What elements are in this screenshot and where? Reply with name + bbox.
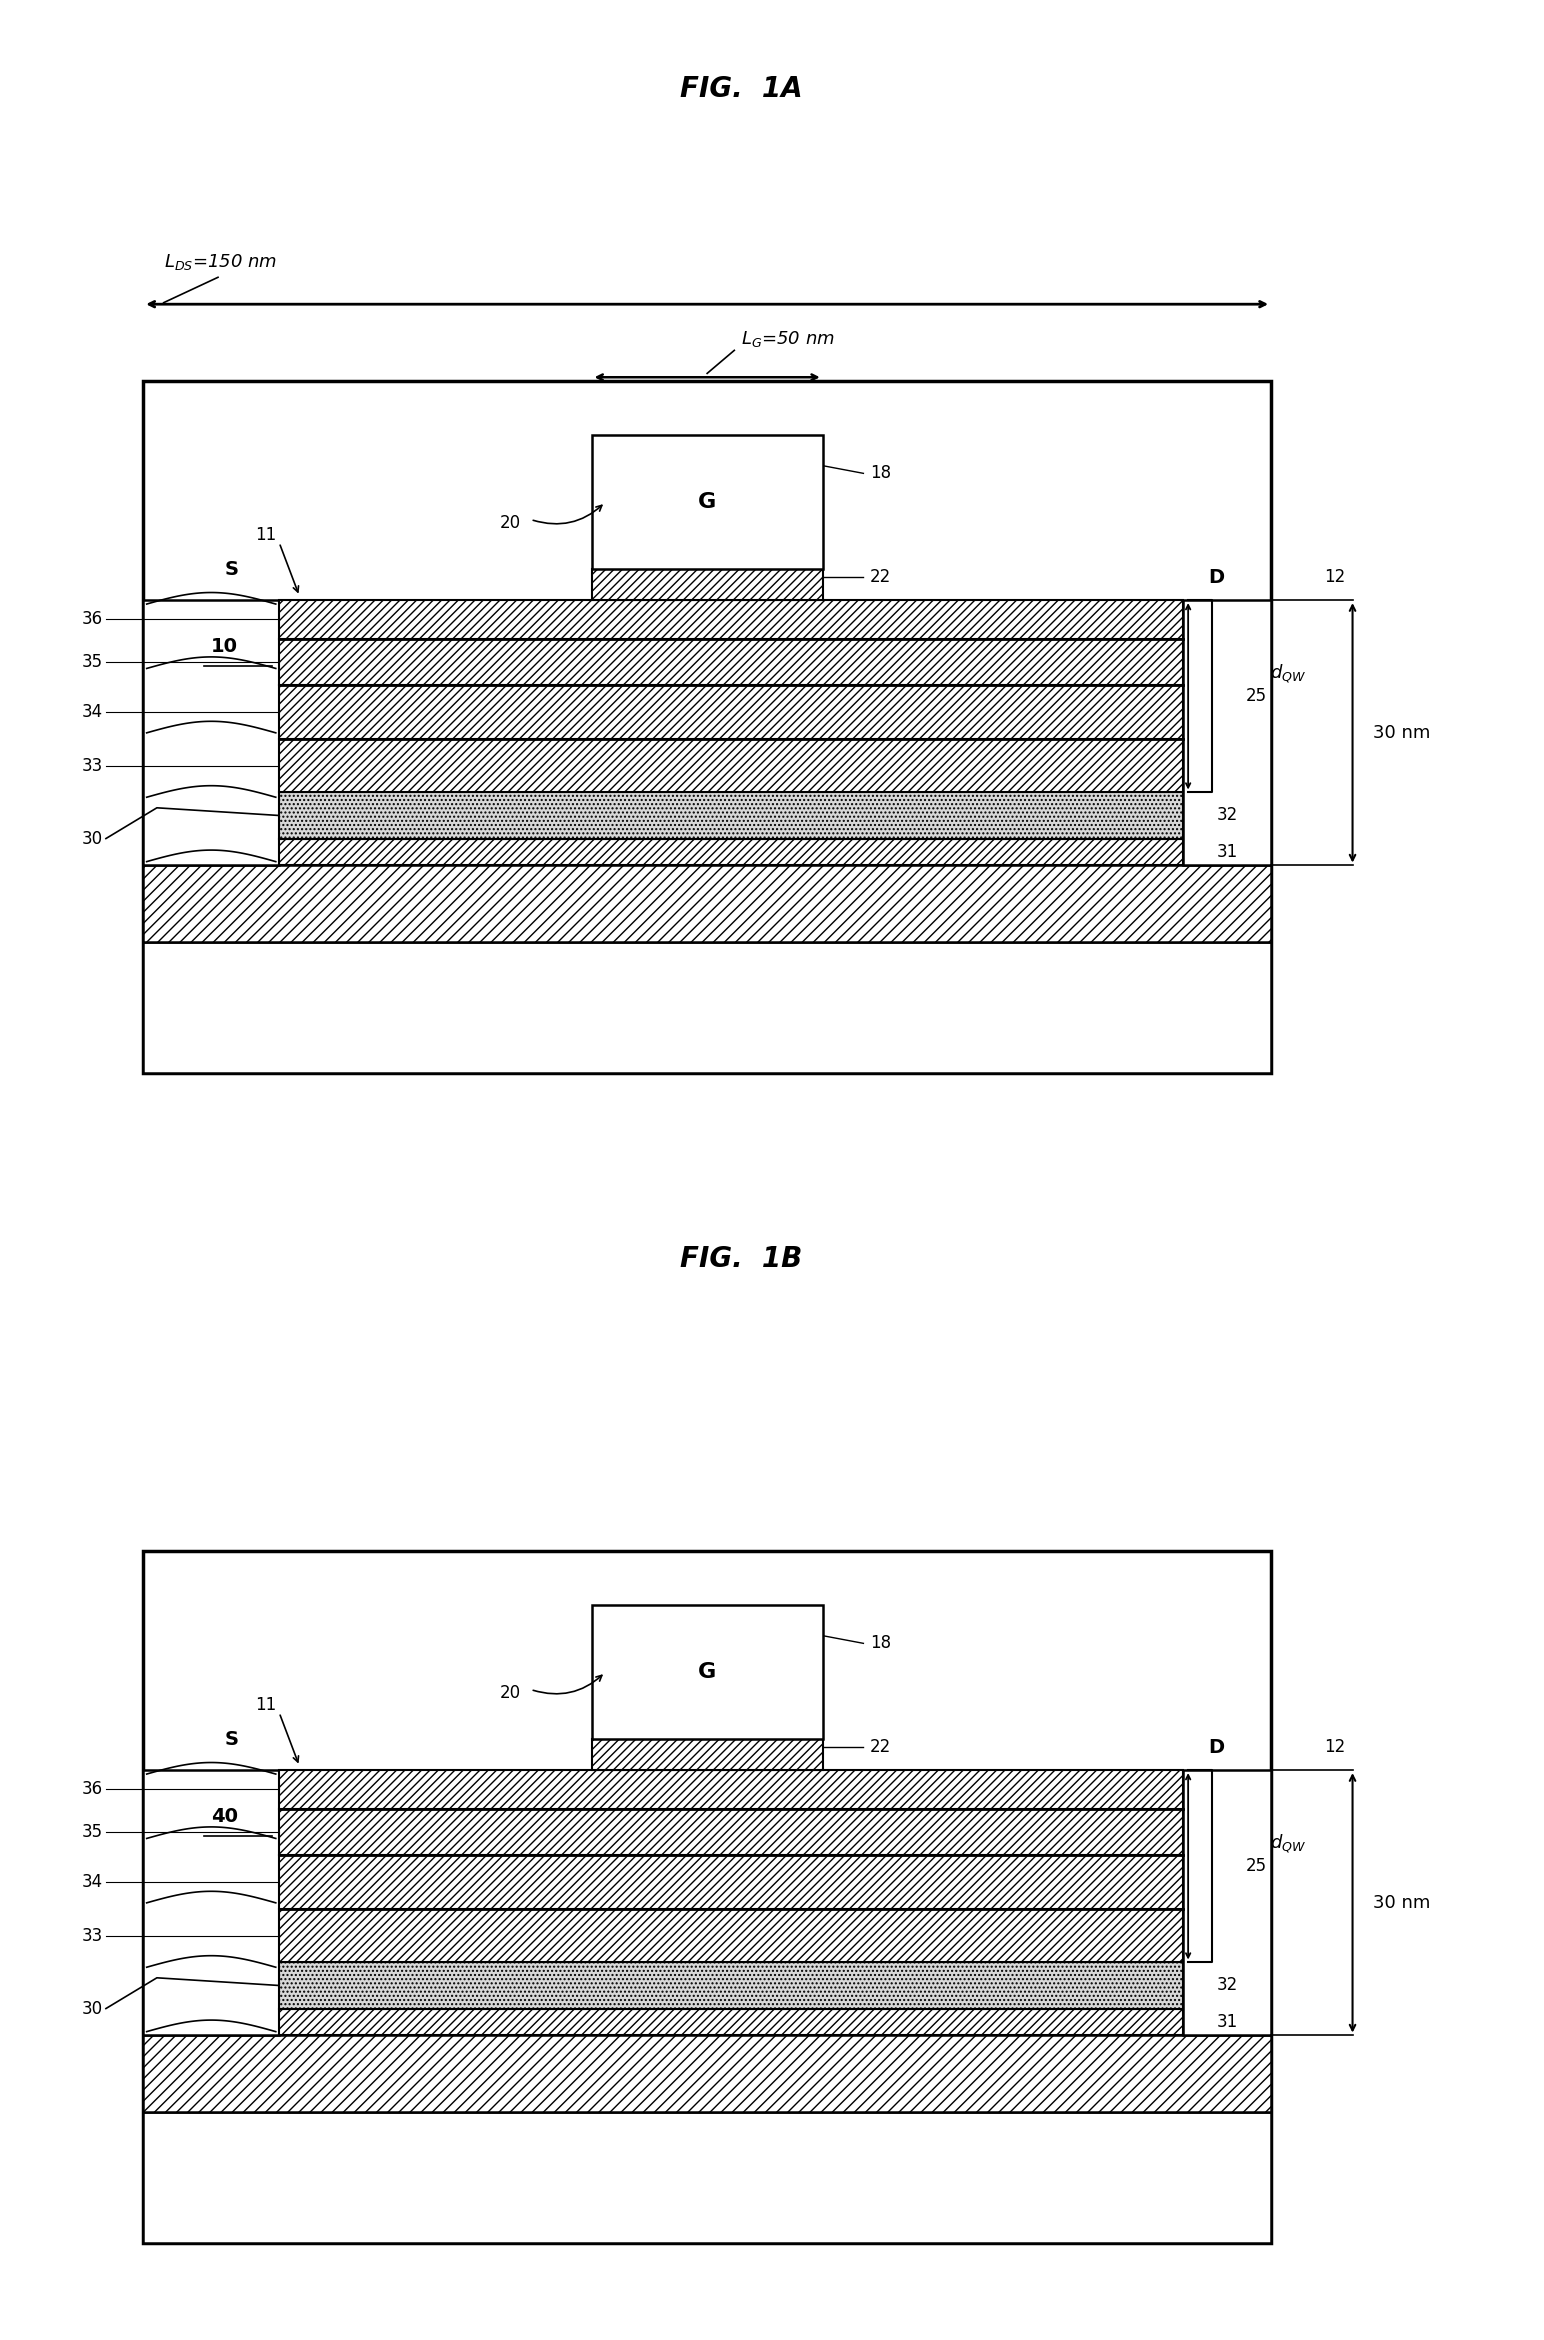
- Text: 22: 22: [871, 1739, 891, 1755]
- Bar: [591, 435, 823, 569]
- Text: G: G: [698, 491, 716, 512]
- Text: $d_{QW}$: $d_{QW}$: [1269, 662, 1306, 686]
- Text: 11: 11: [255, 1696, 276, 1713]
- Text: 36: 36: [82, 611, 102, 629]
- Text: 33: 33: [82, 1926, 102, 1945]
- Text: 30 nm: 30 nm: [1373, 1893, 1430, 1912]
- Text: FIG.  1A: FIG. 1A: [679, 75, 803, 103]
- Bar: [279, 1963, 1183, 2008]
- Text: D: D: [1209, 1739, 1224, 1757]
- Bar: [1183, 1769, 1271, 2036]
- Bar: [591, 1739, 823, 1769]
- Bar: [279, 838, 1183, 866]
- Bar: [591, 569, 823, 601]
- Bar: [1183, 601, 1271, 866]
- Text: 35: 35: [82, 653, 102, 672]
- Bar: [144, 381, 1271, 1074]
- Text: 20: 20: [500, 1685, 520, 1701]
- Text: 22: 22: [871, 569, 891, 585]
- Bar: [279, 1769, 1183, 1809]
- Bar: [144, 943, 1271, 1074]
- Text: 30 nm: 30 nm: [1373, 723, 1430, 742]
- Text: 34: 34: [82, 1872, 102, 1891]
- Bar: [144, 866, 1271, 943]
- Bar: [144, 2036, 1271, 2113]
- Text: 35: 35: [82, 1823, 102, 1842]
- Text: $d_{QW}$: $d_{QW}$: [1269, 1832, 1306, 1856]
- Text: 18: 18: [871, 1633, 891, 1652]
- Text: 32: 32: [1217, 807, 1238, 824]
- Text: 10: 10: [212, 636, 238, 655]
- Bar: [279, 686, 1183, 739]
- Text: 31: 31: [1217, 2012, 1238, 2031]
- Text: $L_{DS}$=150 nm: $L_{DS}$=150 nm: [164, 253, 276, 271]
- Bar: [279, 1909, 1183, 1963]
- Text: S: S: [224, 1729, 239, 1748]
- Bar: [144, 1769, 279, 2036]
- Text: $L_G$=50 nm: $L_G$=50 nm: [741, 330, 835, 349]
- Bar: [144, 1551, 1271, 2244]
- Bar: [144, 2113, 1271, 2244]
- Text: 18: 18: [871, 463, 891, 482]
- Text: 36: 36: [82, 1781, 102, 1799]
- Text: 12: 12: [1325, 1739, 1346, 1755]
- Text: G: G: [698, 1661, 716, 1682]
- Text: 30: 30: [82, 2001, 102, 2017]
- Text: 34: 34: [82, 702, 102, 721]
- Bar: [279, 1809, 1183, 1856]
- Text: 31: 31: [1217, 842, 1238, 861]
- Text: 33: 33: [82, 756, 102, 775]
- Bar: [279, 601, 1183, 639]
- Bar: [279, 1856, 1183, 1909]
- Text: 40: 40: [212, 1806, 238, 1825]
- Bar: [279, 639, 1183, 686]
- Bar: [144, 601, 279, 866]
- Bar: [279, 793, 1183, 838]
- Bar: [279, 739, 1183, 793]
- Text: 25: 25: [1246, 688, 1268, 704]
- Text: 30: 30: [82, 831, 102, 847]
- Bar: [591, 1605, 823, 1739]
- Text: 25: 25: [1246, 1858, 1268, 1874]
- Text: 20: 20: [500, 515, 520, 531]
- Text: FIG.  1B: FIG. 1B: [679, 1245, 803, 1273]
- Text: 12: 12: [1325, 569, 1346, 585]
- Text: D: D: [1209, 569, 1224, 587]
- Text: 11: 11: [255, 526, 276, 543]
- Text: 32: 32: [1217, 1977, 1238, 1994]
- Bar: [279, 2008, 1183, 2036]
- Text: S: S: [224, 559, 239, 578]
